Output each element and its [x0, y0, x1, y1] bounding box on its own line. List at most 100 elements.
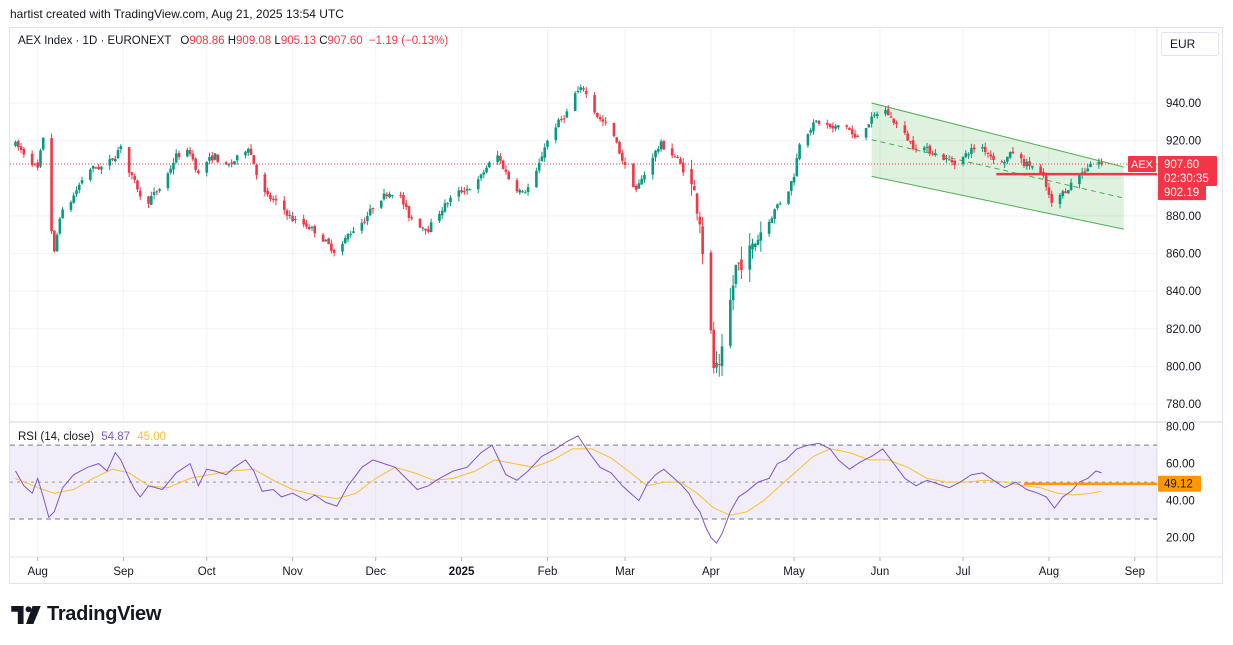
candle-body [856, 136, 860, 138]
candle-body [177, 153, 181, 158]
open-label: O [180, 35, 190, 47]
candle-body [1039, 166, 1042, 174]
currency-selector[interactable]: EUR [1161, 32, 1219, 56]
candle-body [53, 230, 56, 252]
candle-body [812, 122, 815, 132]
candle-body [19, 146, 23, 150]
price-tick-label: 780.00 [1166, 399, 1201, 411]
candle-body [349, 233, 353, 235]
candle-body [767, 221, 771, 234]
candle-body [274, 198, 278, 201]
candle-body [720, 346, 724, 367]
candle-body [172, 162, 175, 170]
symbol-tag-bg [1128, 155, 1156, 172]
candle-body [1061, 191, 1065, 197]
price-tick-label: 880.00 [1166, 211, 1201, 223]
time-tick-label: Jul [956, 566, 971, 578]
candle-body [734, 264, 738, 284]
candle-body [637, 183, 641, 189]
candle-body [252, 155, 256, 165]
candle-body [521, 191, 524, 193]
candle-body [740, 259, 743, 270]
candle-body [562, 118, 566, 120]
candle-body [50, 138, 53, 232]
candle-body [127, 147, 131, 173]
candle-body [654, 150, 657, 158]
candle-body [809, 130, 812, 133]
candle-body [360, 222, 364, 231]
rsi-line [15, 435, 1102, 544]
candle-body [983, 146, 987, 153]
candle-body [255, 164, 258, 176]
last-price-tag-bg [1158, 155, 1217, 186]
candle-body [1047, 187, 1051, 195]
candle-body [213, 153, 217, 160]
candle-body [271, 198, 275, 200]
candle-body [903, 125, 907, 134]
candle-body [748, 245, 752, 270]
time-tick-label: Mar [615, 566, 635, 578]
candle-body [612, 122, 616, 137]
candle-body [945, 158, 948, 160]
candle-body [1000, 161, 1004, 163]
candle-body [216, 154, 220, 163]
time-tick-label: Sep [113, 566, 133, 578]
time-tick-label: Nov [282, 566, 303, 578]
candle-body [848, 127, 851, 131]
rsi-tick-label: 80.00 [1166, 422, 1195, 434]
candle-body [427, 229, 430, 232]
level-tag-bg [1158, 184, 1206, 201]
candle-body [269, 194, 272, 200]
candle-body [770, 218, 774, 224]
candle-body [443, 203, 447, 212]
candle-body [321, 234, 325, 242]
candle-body [584, 90, 588, 94]
candle-body [119, 146, 123, 149]
candle-body [100, 166, 103, 170]
candle-body [1078, 175, 1081, 185]
candle-body [460, 189, 463, 193]
candle-body [540, 156, 544, 162]
candle-body [191, 153, 195, 160]
candle-body [715, 362, 718, 368]
candle-body [922, 147, 926, 151]
candle-body [886, 109, 890, 116]
candle-body [698, 216, 702, 225]
candle-body [77, 184, 81, 191]
candle-body [307, 227, 311, 230]
candle-body [537, 162, 541, 171]
candle-body [310, 227, 314, 229]
candle-body [385, 194, 389, 197]
candle-body [831, 125, 835, 129]
time-tick-label: Sep [1125, 566, 1145, 578]
candle-body [149, 195, 153, 205]
candle-body [931, 153, 934, 155]
level-tag: 902.19 [1164, 187, 1199, 199]
candle-body [565, 111, 569, 118]
candle-body [579, 87, 583, 91]
candle-body [446, 203, 450, 205]
candle-body [593, 95, 596, 113]
candle-body [573, 93, 577, 111]
candle-body [169, 168, 172, 173]
candle-body [424, 228, 427, 231]
candle-body [1003, 162, 1006, 164]
candle-body [546, 140, 549, 147]
rsi-value: 54.87 [101, 431, 131, 443]
candle-body [463, 191, 466, 193]
candle-body [457, 190, 461, 197]
candle-body [620, 152, 624, 161]
candle-body [188, 150, 192, 154]
candle-body [676, 156, 679, 158]
candle-body [97, 167, 100, 170]
candle-body [371, 208, 375, 210]
tradingview-logo[interactable]: TradingView [11, 603, 161, 626]
rsi-tick-label: 60.00 [1166, 459, 1195, 471]
candle-body [1083, 171, 1087, 173]
rsi-level-tag: 49.12 [1164, 479, 1193, 491]
candle-body [778, 203, 782, 205]
candle-body [992, 155, 995, 161]
last-price-tag: 907.60 [1164, 159, 1199, 171]
countdown-tag: 02:30:35 [1164, 173, 1209, 185]
